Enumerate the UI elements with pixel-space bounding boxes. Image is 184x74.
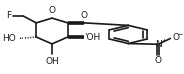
Text: F: F (7, 11, 12, 20)
Text: ••: •• (18, 36, 24, 41)
Text: OH: OH (45, 57, 59, 66)
Text: O: O (81, 11, 88, 20)
Text: −: − (177, 31, 182, 36)
Text: 'OH: 'OH (84, 32, 101, 42)
Text: HO: HO (2, 34, 16, 43)
Text: O: O (155, 56, 162, 65)
Text: O: O (49, 6, 56, 15)
Text: O: O (173, 33, 180, 42)
Text: +: + (161, 38, 167, 43)
Text: N: N (155, 40, 161, 49)
